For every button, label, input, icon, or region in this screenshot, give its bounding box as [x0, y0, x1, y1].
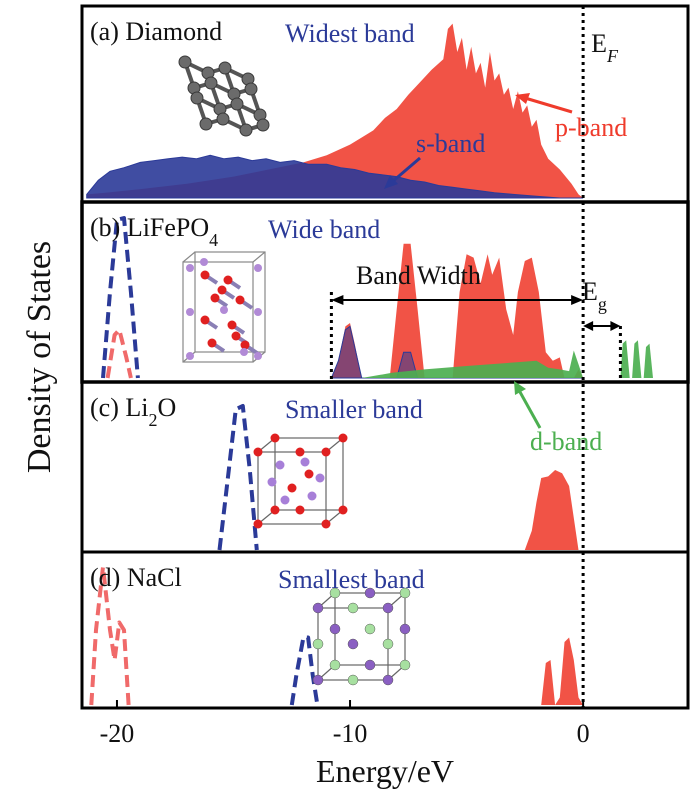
series-p-band-panel-c — [524, 470, 584, 550]
series-s-band-panel-a — [86, 154, 584, 199]
panel-label-d: (d) NaCl — [90, 563, 182, 592]
panel-label-b: (b) LiFePO4 — [90, 213, 218, 250]
panel-label-c: (c) Li2O — [90, 393, 176, 430]
band-width-arrowhead-left — [331, 295, 344, 305]
arrow-d-band — [518, 391, 542, 429]
arrow-p-band — [524, 96, 573, 114]
gap-arrowhead-left — [583, 321, 594, 331]
series-ion-panel-c — [217, 404, 259, 551]
fermi-label: EF — [591, 29, 619, 66]
series-ion-panel-b — [101, 216, 140, 379]
crystal-layer — [178, 55, 411, 686]
x-tick-label: -20 — [100, 719, 135, 748]
y-axis-label: Density of States — [21, 241, 58, 473]
series-d-band-cb-panel-b — [620, 340, 653, 378]
panel-frame-d — [80, 550, 690, 710]
li2o-crystal-icon — [253, 433, 348, 529]
band-label-c: Smaller band — [285, 395, 423, 424]
series-ion2-panel-d — [89, 565, 131, 706]
arrowhead-s-band — [384, 175, 398, 189]
annotation-s-band: s-band — [416, 129, 485, 158]
arrowhead-d-band — [514, 381, 526, 395]
arrow-s-band — [391, 156, 421, 184]
series-ion2-panel-b — [105, 327, 133, 379]
annotation-p-band: p-band — [555, 113, 627, 142]
series-ion-panel-d — [289, 635, 320, 706]
series-p-band-panel-a — [86, 23, 584, 198]
gap-arrowhead-right — [610, 321, 621, 331]
diamond-crystal-icon — [178, 55, 270, 137]
annotation-band-gap: Eg — [582, 277, 607, 314]
panel-label-a: (a) Diamond — [90, 17, 222, 46]
arrowhead-p-band — [515, 93, 530, 104]
lifepo4-crystal-icon — [182, 251, 266, 363]
series-p-band-panel-d — [541, 637, 584, 705]
nacl-crystal-icon — [312, 587, 411, 686]
x-axis-label: Energy/eV — [316, 753, 454, 789]
annotation-d-band: d-band — [530, 427, 602, 456]
annotation-band-width: Band Width — [356, 261, 481, 290]
text-layer: (a) Diamond Widest band (b) LiFePO4 Wide ba… — [21, 17, 627, 789]
band-label-b: Wide band — [268, 215, 380, 244]
panels-layer — [80, 4, 690, 710]
x-tick-label: 0 — [577, 719, 590, 748]
band-width-arrowhead-right — [571, 295, 584, 305]
series-d-band-panel-b — [361, 350, 584, 378]
series-p-band-panel-b — [331, 243, 584, 378]
x-tick-label: -10 — [333, 719, 368, 748]
band-label-a: Widest band — [285, 19, 415, 48]
band-label-d: Smallest band — [278, 565, 425, 594]
